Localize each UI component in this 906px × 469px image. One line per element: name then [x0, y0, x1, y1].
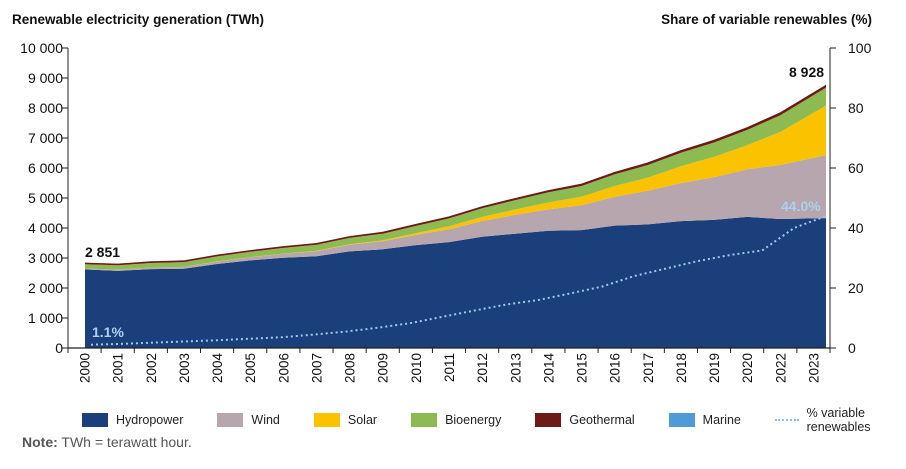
x-tick-label: 2001 — [111, 353, 126, 383]
left-tick-label: 0 — [55, 340, 63, 356]
x-tick-label: 2013 — [508, 353, 523, 383]
right-tick-label: 100 — [848, 40, 872, 56]
legend-swatch-bioenergy — [411, 413, 438, 427]
x-tick-label: 2003 — [177, 353, 192, 383]
legend: Hydropower Wind Solar Bioenergy Geotherm… — [82, 406, 906, 434]
annotation-total-2023: 8 928 — [789, 64, 824, 80]
x-tick-label: 2006 — [276, 353, 291, 383]
legend-label-hydropower: Hydropower — [116, 413, 184, 427]
x-tick-label: 2004 — [210, 353, 225, 384]
legend-swatch-wind — [217, 413, 244, 427]
x-tick-label: 2014 — [541, 353, 556, 384]
x-tick-label: 2015 — [575, 353, 590, 383]
right-tick-label: 80 — [848, 100, 864, 116]
right-tick-label: 20 — [848, 280, 864, 296]
x-tick-label: 2007 — [309, 353, 324, 383]
variable-share-line — [90, 215, 827, 346]
legend-swatch-hydropower — [82, 413, 108, 427]
left-tick-label: 1 000 — [28, 310, 63, 326]
legend-item-geothermal: Geothermal — [535, 413, 635, 427]
x-tick-label: 2009 — [376, 353, 391, 383]
area-hydropower — [85, 216, 826, 348]
legend-item-solar: Solar — [313, 413, 378, 427]
x-tick-label: 2012 — [475, 353, 490, 383]
legend-label-bioenergy: Bioenergy — [445, 413, 502, 427]
right-tick-label: 40 — [848, 220, 864, 236]
left-tick-label: 4 000 — [28, 220, 63, 236]
legend-swatch-geothermal — [535, 413, 562, 427]
left-tick-label: 9 000 — [28, 70, 63, 86]
legend-item-variable-share: % variable renewables — [774, 406, 906, 434]
right-tick-label: 0 — [848, 340, 856, 356]
legend-label-solar: Solar — [347, 413, 378, 427]
x-tick-label: 2000 — [78, 353, 93, 383]
legend-swatch-solar — [313, 413, 340, 427]
x-tick-label: 2005 — [243, 353, 258, 383]
footnote-label: Note: — [22, 434, 58, 450]
footnote: Note: TWh = terawatt hour. — [22, 434, 192, 450]
right-tick-label: 60 — [848, 160, 864, 176]
left-tick-label: 5 000 — [28, 190, 63, 206]
annotation-share-2000: 1.1% — [92, 324, 124, 340]
left-tick-label: 2 000 — [28, 280, 63, 296]
left-tick-label: 7 000 — [28, 130, 63, 146]
x-tick-label: 2016 — [608, 353, 623, 383]
footnote-text: TWh = terawatt hour. — [57, 434, 192, 450]
x-tick-label: 2023 — [806, 353, 821, 383]
right-axis-title: Share of variable renewables (%) — [661, 12, 872, 27]
x-tick-label: 2020 — [740, 353, 755, 383]
legend-item-bioenergy: Bioenergy — [411, 413, 501, 427]
x-tick-label: 2017 — [641, 353, 656, 383]
area-wind — [85, 155, 826, 271]
x-tick-label: 2010 — [409, 353, 424, 383]
x-tick-label: 2011 — [442, 353, 457, 382]
legend-label-geothermal: Geothermal — [569, 413, 635, 427]
legend-label-marine: Marine — [702, 413, 741, 427]
left-tick-label: 8 000 — [28, 100, 63, 116]
legend-item-marine: Marine — [668, 413, 741, 427]
legend-swatch-marine — [668, 413, 695, 427]
x-tick-label: 2008 — [343, 353, 358, 383]
legend-item-hydropower: Hydropower — [82, 413, 183, 427]
legend-label-wind: Wind — [251, 413, 280, 427]
legend-item-wind: Wind — [217, 413, 280, 427]
legend-dotted-line — [774, 419, 799, 421]
left-axis-title: Renewable electricity generation (TWh) — [12, 12, 265, 27]
annotation-total-2000: 2 851 — [85, 244, 120, 260]
annotation-share-2023: 44.0% — [781, 198, 821, 214]
x-tick-label: 2018 — [674, 353, 689, 383]
legend-label-variable-share: % variable renewables — [806, 406, 871, 434]
x-tick-label: 2019 — [707, 353, 722, 383]
left-tick-label: 6 000 — [28, 160, 63, 176]
x-tick-label: 2022 — [773, 353, 788, 383]
left-tick-label: 3 000 — [28, 250, 63, 266]
x-tick-label: 2002 — [144, 353, 159, 383]
left-tick-label: 10 000 — [20, 40, 63, 56]
